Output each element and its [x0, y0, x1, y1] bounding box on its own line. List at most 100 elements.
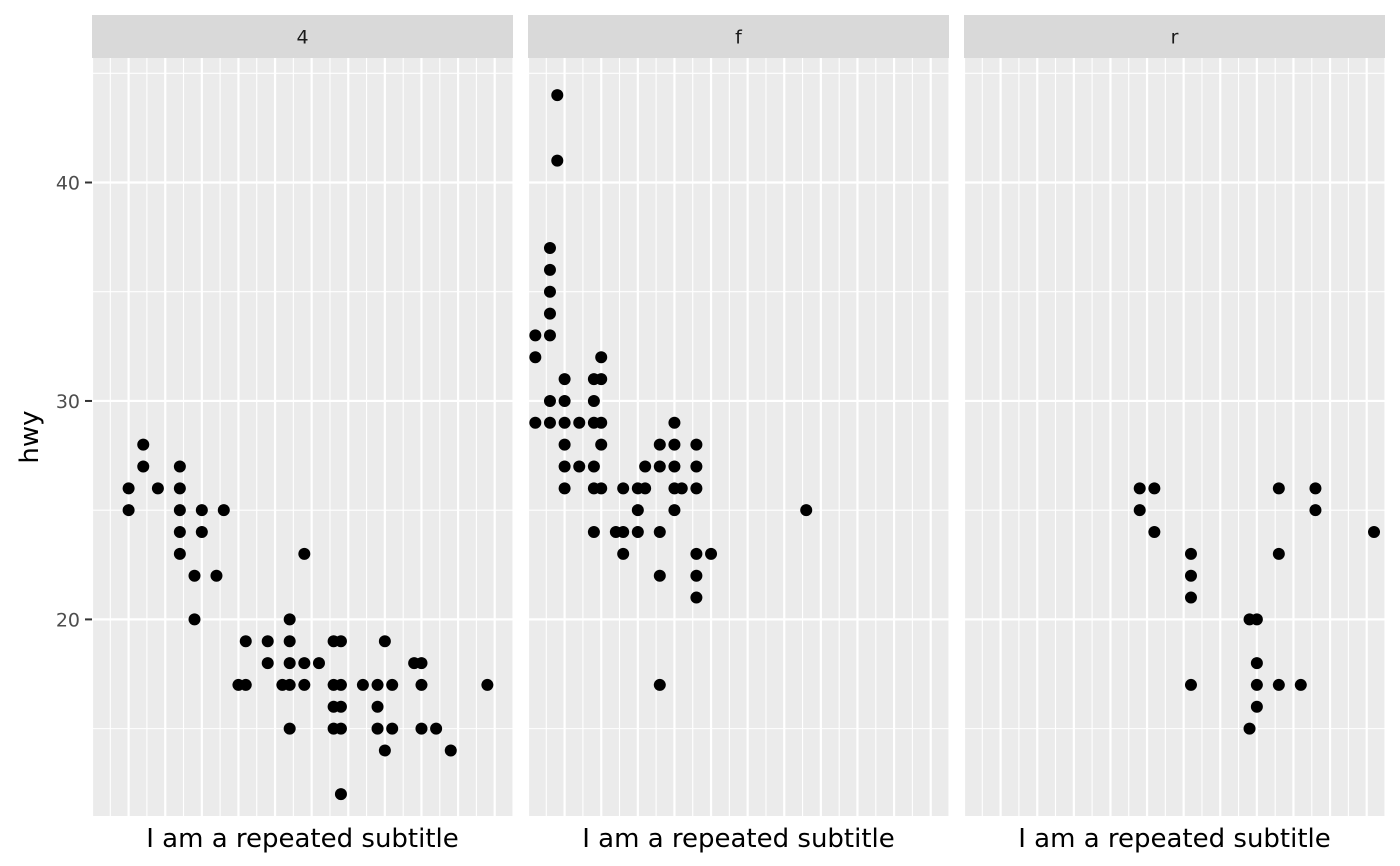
- panel-background: [964, 58, 1385, 816]
- facet-strip-label: r: [1171, 27, 1179, 49]
- data-point: [1133, 482, 1146, 495]
- data-point: [386, 722, 399, 735]
- data-point: [283, 613, 296, 626]
- data-point: [587, 460, 600, 473]
- data-point: [371, 678, 384, 691]
- data-point: [1294, 678, 1307, 691]
- data-point: [617, 482, 630, 495]
- data-point: [298, 678, 311, 691]
- y-tick-label: 30: [56, 391, 80, 413]
- data-point: [334, 700, 347, 713]
- data-point: [1184, 591, 1197, 604]
- data-point: [631, 526, 644, 539]
- data-point: [210, 569, 223, 582]
- data-point: [173, 504, 186, 517]
- data-point: [173, 547, 186, 560]
- data-point: [283, 722, 296, 735]
- data-point: [378, 744, 391, 757]
- data-point: [1309, 482, 1322, 495]
- panel-subtitle: I am a repeated subtitle: [582, 824, 895, 854]
- data-point: [653, 438, 666, 451]
- data-point: [653, 526, 666, 539]
- data-point: [529, 351, 542, 364]
- data-point: [151, 482, 164, 495]
- data-point: [415, 657, 428, 670]
- data-point: [137, 460, 150, 473]
- data-point: [543, 242, 556, 255]
- panel-subtitle: I am a repeated subtitle: [146, 824, 459, 854]
- data-point: [653, 569, 666, 582]
- data-point: [1148, 526, 1161, 539]
- data-point: [356, 678, 369, 691]
- data-point: [1250, 657, 1263, 670]
- data-point: [173, 526, 186, 539]
- data-point: [558, 394, 571, 407]
- data-point: [639, 460, 652, 473]
- data-point: [690, 547, 703, 560]
- data-point: [371, 700, 384, 713]
- data-point: [543, 416, 556, 429]
- data-point: [217, 504, 230, 517]
- data-point: [668, 460, 681, 473]
- data-point: [298, 657, 311, 670]
- data-point: [415, 678, 428, 691]
- data-point: [1243, 722, 1256, 735]
- data-point: [430, 722, 443, 735]
- data-point: [283, 635, 296, 648]
- data-point: [239, 635, 252, 648]
- data-point: [283, 657, 296, 670]
- facet-strip: [528, 15, 949, 58]
- data-point: [1250, 613, 1263, 626]
- data-point: [137, 438, 150, 451]
- data-point: [639, 482, 652, 495]
- data-point: [551, 154, 564, 167]
- data-point: [386, 678, 399, 691]
- panel-subtitle: I am a repeated subtitle: [1018, 824, 1331, 854]
- panels-layer: 4 I am a repeated subtitle f I am a repeate…: [90, 15, 1386, 854]
- data-point: [312, 657, 325, 670]
- data-point: [595, 416, 608, 429]
- data-point: [378, 635, 391, 648]
- data-point: [334, 635, 347, 648]
- facet-strip: [92, 15, 513, 58]
- data-point: [653, 460, 666, 473]
- data-point: [543, 263, 556, 276]
- data-point: [587, 394, 600, 407]
- data-point: [705, 547, 718, 560]
- facet-strip-label: 4: [296, 27, 308, 49]
- data-point: [690, 460, 703, 473]
- data-point: [188, 613, 201, 626]
- data-point: [595, 351, 608, 364]
- data-point: [1309, 504, 1322, 517]
- data-point: [573, 460, 586, 473]
- panel-background: [92, 58, 513, 816]
- data-point: [1272, 547, 1285, 560]
- y-axis: 20 30 40: [56, 173, 92, 631]
- data-point: [675, 482, 688, 495]
- data-point: [595, 482, 608, 495]
- data-point: [668, 438, 681, 451]
- data-point: [481, 678, 494, 691]
- data-point: [173, 482, 186, 495]
- data-point: [690, 438, 703, 451]
- data-point: [668, 416, 681, 429]
- data-point: [261, 657, 274, 670]
- y-tick-label: 40: [56, 173, 80, 195]
- data-point: [573, 416, 586, 429]
- data-point: [1272, 678, 1285, 691]
- data-point: [1133, 504, 1146, 517]
- data-point: [261, 635, 274, 648]
- data-point: [558, 482, 571, 495]
- data-point: [595, 373, 608, 386]
- data-point: [122, 482, 135, 495]
- data-point: [690, 591, 703, 604]
- y-axis-title: hwy: [15, 410, 45, 463]
- data-point: [543, 307, 556, 320]
- facet-panel-r: r I am a repeated subtitle: [962, 15, 1386, 854]
- data-point: [800, 504, 813, 517]
- data-point: [1184, 678, 1197, 691]
- data-point: [195, 526, 208, 539]
- facet-panel-4: 4 I am a repeated subtitle: [90, 15, 514, 854]
- panel-background: [528, 58, 949, 816]
- data-point: [195, 504, 208, 517]
